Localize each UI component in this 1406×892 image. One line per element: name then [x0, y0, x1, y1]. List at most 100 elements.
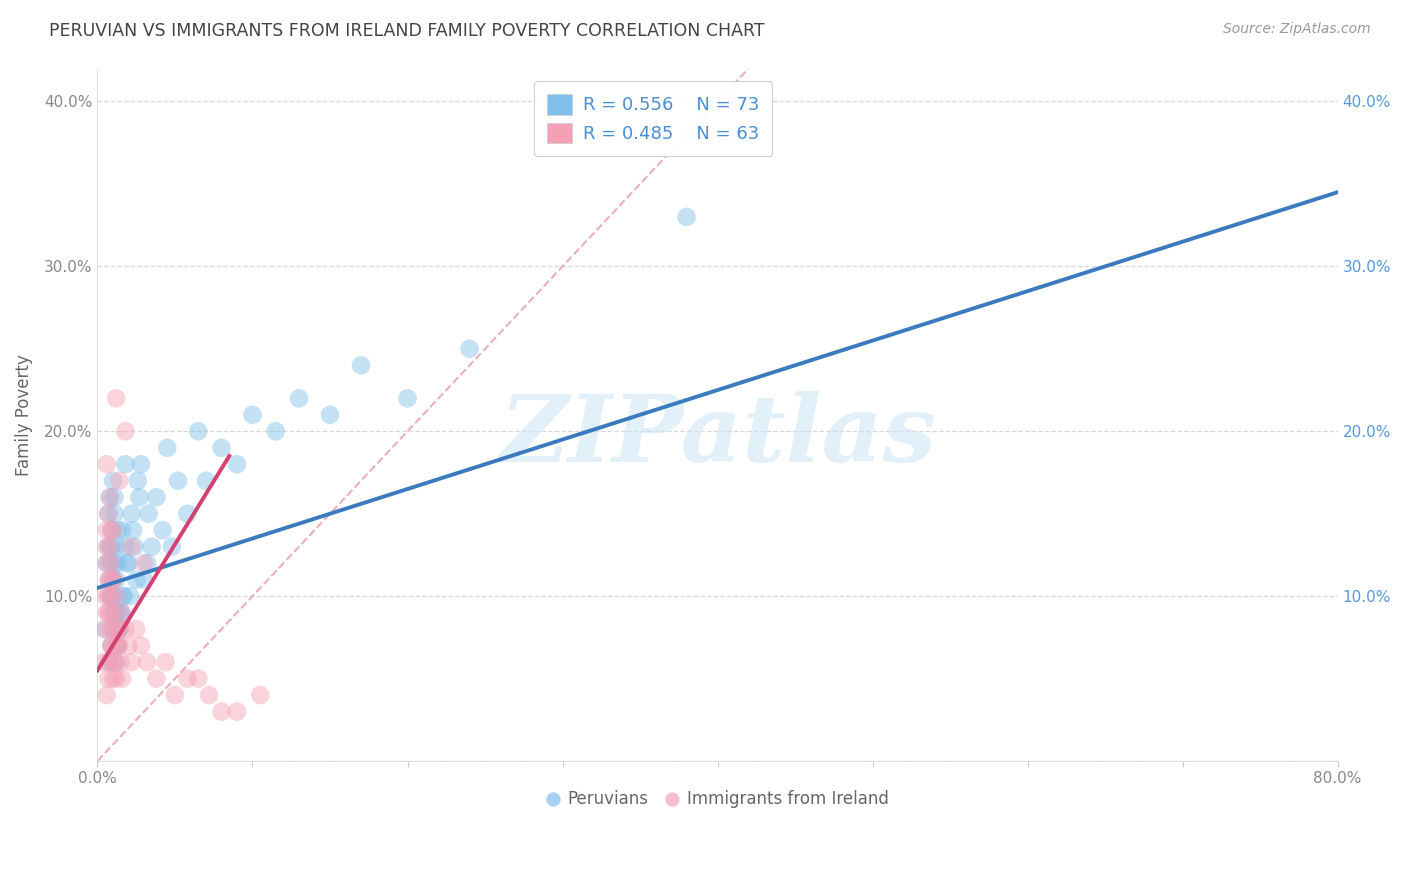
Peruvians: [107, 639, 129, 653]
Immigrants from Ireland: [96, 606, 118, 620]
Immigrants from Ireland: [98, 655, 121, 669]
Immigrants from Ireland: [93, 655, 115, 669]
Peruvians: [107, 523, 129, 537]
Immigrants from Ireland: [98, 540, 121, 554]
Immigrants from Ireland: [101, 573, 124, 587]
Immigrants from Ireland: [101, 622, 124, 636]
Immigrants from Ireland: [107, 622, 129, 636]
Immigrants from Ireland: [97, 606, 120, 620]
Immigrants from Ireland: [111, 672, 134, 686]
Immigrants from Ireland: [211, 705, 233, 719]
Peruvians: [110, 606, 132, 620]
Peruvians: [100, 540, 122, 554]
Peruvians: [100, 639, 122, 653]
Immigrants from Ireland: [108, 639, 131, 653]
Immigrants from Ireland: [101, 523, 124, 537]
Peruvians: [94, 622, 117, 636]
Peruvians: [108, 622, 131, 636]
Immigrants from Ireland: [100, 556, 122, 570]
Y-axis label: Family Poverty: Family Poverty: [15, 354, 32, 475]
Immigrants from Ireland: [103, 655, 125, 669]
Peruvians: [101, 474, 124, 488]
Peruvians: [160, 540, 183, 554]
Immigrants from Ireland: [96, 523, 118, 537]
Immigrants from Ireland: [136, 655, 159, 669]
Peruvians: [129, 457, 152, 471]
Peruvians: [187, 425, 209, 439]
Immigrants from Ireland: [96, 457, 118, 471]
Peruvians: [145, 490, 167, 504]
Peruvians: [125, 573, 148, 587]
Immigrants from Ireland: [100, 639, 122, 653]
Peruvians: [103, 606, 125, 620]
Immigrants from Ireland: [105, 392, 128, 406]
Immigrants from Ireland: [129, 639, 152, 653]
Immigrants from Ireland: [111, 606, 134, 620]
Peruvians: [98, 589, 121, 603]
Immigrants from Ireland: [98, 490, 121, 504]
Immigrants from Ireland: [125, 622, 148, 636]
Immigrants from Ireland: [121, 540, 143, 554]
Immigrants from Ireland: [101, 573, 124, 587]
Peruvians: [111, 589, 134, 603]
Peruvians: [167, 474, 190, 488]
Peruvians: [458, 342, 481, 356]
Peruvians: [121, 507, 143, 521]
Immigrants from Ireland: [105, 589, 128, 603]
Immigrants from Ireland: [98, 622, 121, 636]
Peruvians: [97, 507, 120, 521]
Immigrants from Ireland: [155, 655, 177, 669]
Immigrants from Ireland: [97, 672, 120, 686]
Peruvians: [122, 523, 145, 537]
Peruvians: [103, 490, 125, 504]
Peruvians: [97, 540, 120, 554]
Peruvians: [350, 359, 373, 373]
Peruvians: [108, 622, 131, 636]
Immigrants from Ireland: [103, 655, 125, 669]
Peruvians: [176, 507, 198, 521]
Peruvians: [132, 573, 155, 587]
Peruvians: [96, 556, 118, 570]
Text: Source: ZipAtlas.com: Source: ZipAtlas.com: [1223, 22, 1371, 37]
Peruvians: [101, 573, 124, 587]
Immigrants from Ireland: [97, 573, 120, 587]
Peruvians: [195, 474, 218, 488]
Immigrants from Ireland: [187, 672, 209, 686]
Immigrants from Ireland: [96, 688, 118, 702]
Peruvians: [105, 540, 128, 554]
Peruvians: [105, 655, 128, 669]
Immigrants from Ireland: [97, 589, 120, 603]
Peruvians: [101, 589, 124, 603]
Peruvians: [103, 622, 125, 636]
Immigrants from Ireland: [132, 556, 155, 570]
Peruvians: [114, 540, 136, 554]
Peruvians: [136, 556, 159, 570]
Immigrants from Ireland: [98, 573, 121, 587]
Peruvians: [118, 589, 141, 603]
Immigrants from Ireland: [176, 672, 198, 686]
Peruvians: [211, 441, 233, 455]
Immigrants from Ireland: [105, 672, 128, 686]
Peruvians: [98, 556, 121, 570]
Immigrants from Ireland: [145, 672, 167, 686]
Peruvians: [103, 556, 125, 570]
Immigrants from Ireland: [117, 639, 139, 653]
Immigrants from Ireland: [103, 606, 125, 620]
Immigrants from Ireland: [94, 622, 117, 636]
Immigrants from Ireland: [249, 688, 271, 702]
Peruvians: [101, 606, 124, 620]
Peruvians: [105, 606, 128, 620]
Peruvians: [112, 589, 135, 603]
Peruvians: [127, 474, 149, 488]
Immigrants from Ireland: [110, 655, 132, 669]
Immigrants from Ireland: [114, 425, 136, 439]
Immigrants from Ireland: [97, 507, 120, 521]
Peruvians: [107, 556, 129, 570]
Immigrants from Ireland: [96, 540, 118, 554]
Peruvians: [117, 556, 139, 570]
Immigrants from Ireland: [100, 523, 122, 537]
Peruvians: [128, 490, 150, 504]
Peruvians: [319, 408, 342, 422]
Peruvians: [107, 639, 129, 653]
Peruvians: [152, 523, 174, 537]
